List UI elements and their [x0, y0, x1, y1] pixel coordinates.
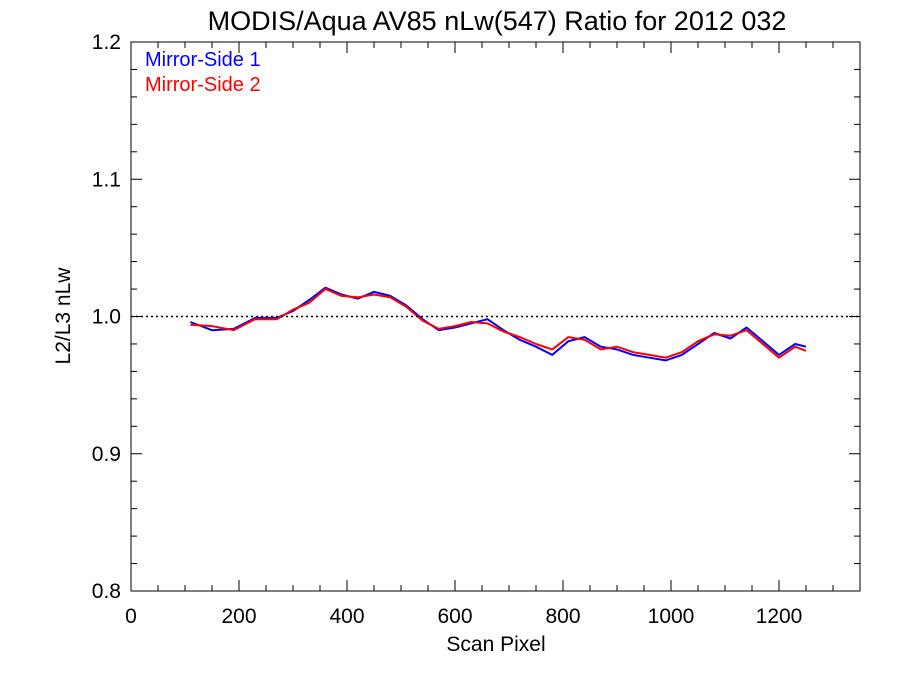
axis-ticks — [130, 41, 861, 592]
x-tick-label: 1000 — [648, 605, 695, 628]
x-tick-label: 1200 — [756, 605, 803, 628]
legend: Mirror-Side 1 Mirror-Side 2 — [145, 49, 261, 96]
y-tick-label: 1.1 — [92, 168, 121, 191]
x-tick-label: 600 — [437, 605, 472, 628]
plot-lines — [190, 286, 807, 362]
series-line-1 — [190, 286, 807, 362]
x-tick-label: 0 — [125, 605, 137, 628]
y-tick-label: 1.2 — [92, 31, 121, 54]
y-axis-label: L2/L3 nLw — [52, 267, 75, 365]
tick-labels: 0 200 400 600 800 1000 1200 0.8 0.9 1.0 1.1 1.2 — [92, 31, 803, 628]
series-line-2 — [190, 288, 807, 359]
legend-entry-2: Mirror-Side 2 — [145, 74, 261, 96]
x-axis-label: Scan Pixel — [446, 633, 545, 656]
x-tick-label: 200 — [221, 605, 256, 628]
x-tick-label: 400 — [329, 605, 364, 628]
plot-frame — [130, 41, 861, 592]
chart-title: MODIS/Aqua AV85 nLw(547) Ratio for 2012 … — [208, 6, 787, 36]
y-tick-label: 0.9 — [92, 443, 121, 466]
x-tick-label: 800 — [545, 605, 580, 628]
legend-entry-1: Mirror-Side 1 — [145, 49, 261, 71]
y-tick-label: 0.8 — [92, 580, 121, 603]
y-tick-label: 1.0 — [92, 306, 121, 329]
